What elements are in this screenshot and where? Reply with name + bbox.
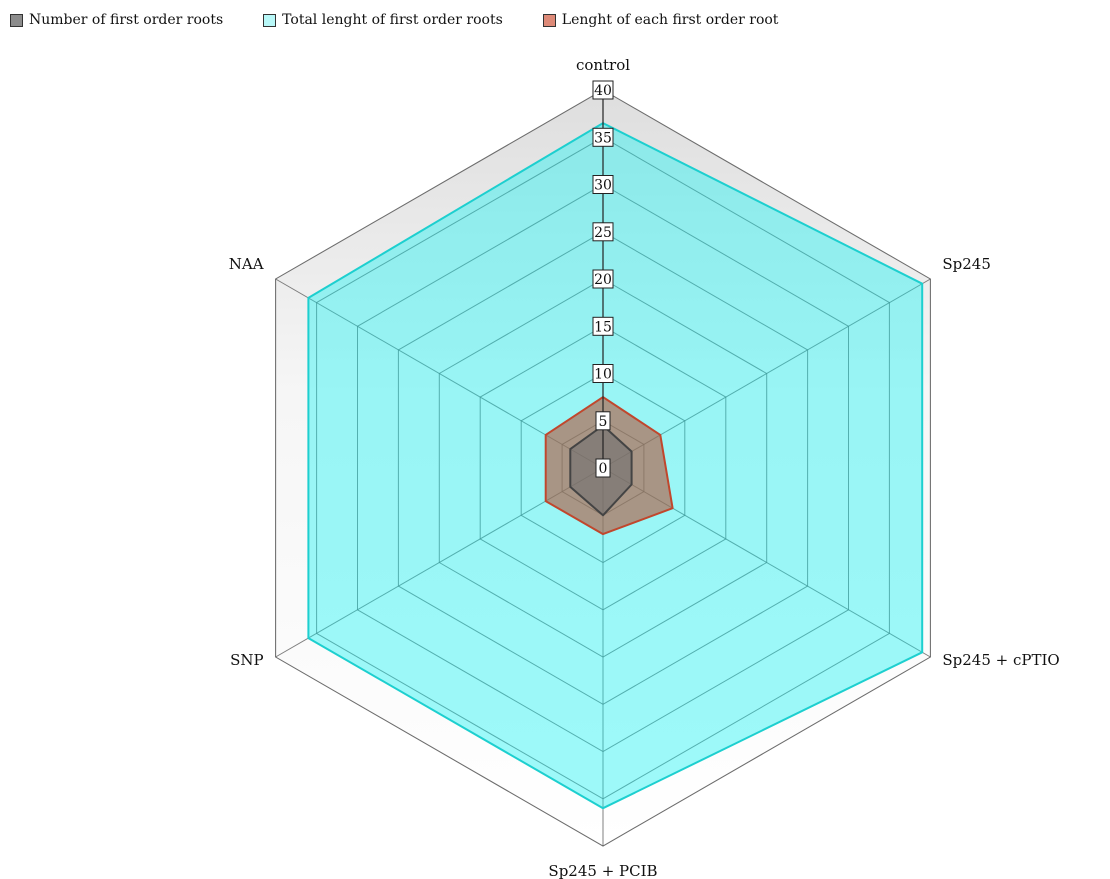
- tick-25: 25: [592, 222, 614, 242]
- tick-label-40: 40: [594, 83, 612, 99]
- legend-label-number-of-roots: Number of first order roots: [29, 12, 224, 28]
- tick-label-35: 35: [594, 130, 612, 146]
- legend-item-each-root-length[interactable]: Lenght of each first order root: [542, 12, 779, 28]
- tick-label-15: 15: [594, 319, 612, 335]
- tick-30: 30: [592, 175, 614, 194]
- legend-label-each-root-length: Lenght of each first order root: [561, 12, 779, 28]
- legend-swatch-total-length: [263, 13, 277, 27]
- tick-box-25: [592, 222, 614, 242]
- category-label-sp245-pcib: Sp245 + PCIB: [548, 862, 657, 879]
- tick-box-30: [592, 175, 614, 194]
- tick-box-10: [592, 364, 614, 383]
- tick-20: 20: [592, 269, 614, 289]
- legend-swatch-each-root-length: [542, 13, 556, 27]
- tick-label-20: 20: [594, 272, 612, 288]
- tick-box-40: [592, 80, 614, 100]
- category-label-naa: NAA: [229, 255, 264, 273]
- tick-40: 40: [592, 80, 614, 100]
- legend-label-total-length: Total lenght of first order roots: [282, 12, 503, 28]
- tick-box-35: [592, 127, 614, 147]
- tick-15: 15: [592, 316, 614, 336]
- tick-label-10: 10: [594, 367, 612, 383]
- tick-box-20: [592, 269, 614, 289]
- tick-label-25: 25: [594, 225, 612, 241]
- legend-item-number-of-roots[interactable]: Number of first order roots: [10, 12, 223, 28]
- legend-swatch-number-of-roots: [10, 13, 23, 27]
- chart-legend: Number of first order roots Total lenght…: [10, 10, 778, 30]
- tick-label-30: 30: [594, 178, 612, 194]
- tick-0: 0: [595, 458, 611, 478]
- tick-box-0: [595, 458, 611, 478]
- tick-box-15: [592, 316, 614, 336]
- tick-35: 35: [592, 127, 614, 147]
- tick-10: 10: [592, 364, 614, 383]
- tick-box-5: [595, 411, 611, 431]
- category-label-sp245-cptio: Sp245 + cPTIO: [942, 651, 1059, 669]
- tick-label-5: 5: [599, 414, 608, 430]
- tick-5: 5: [595, 411, 611, 431]
- category-label-sp245: Sp245: [942, 255, 991, 273]
- category-label-snp: SNP: [230, 651, 264, 669]
- category-label-control: control: [576, 56, 630, 74]
- tick-label-0: 0: [599, 461, 608, 477]
- legend-item-total-length[interactable]: Total lenght of first order roots: [263, 12, 503, 28]
